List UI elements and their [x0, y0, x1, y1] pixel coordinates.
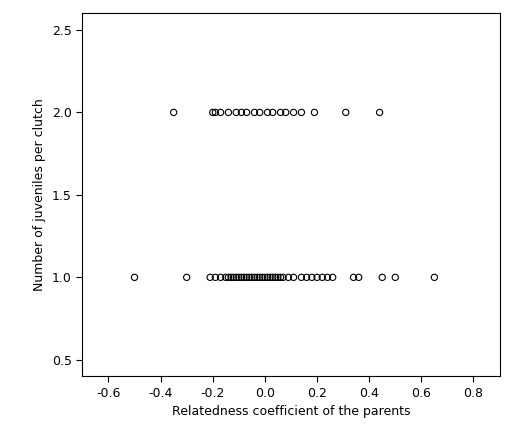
Point: [277, 109, 285, 116]
Point: [277, 274, 285, 281]
Point: [250, 109, 259, 116]
Point: [209, 109, 217, 116]
Point: [313, 274, 321, 281]
Point: [221, 274, 230, 281]
Point: [266, 274, 274, 281]
Point: [289, 109, 298, 116]
Point: [269, 274, 277, 281]
Point: [255, 109, 264, 116]
Point: [297, 274, 305, 281]
Point: [237, 274, 246, 281]
Point: [224, 274, 232, 281]
Point: [248, 274, 256, 281]
Point: [243, 109, 251, 116]
Point: [349, 274, 357, 281]
Point: [232, 274, 241, 281]
Point: [206, 274, 214, 281]
Point: [341, 109, 350, 116]
Point: [378, 274, 386, 281]
Point: [375, 109, 384, 116]
Point: [216, 274, 225, 281]
Point: [302, 274, 311, 281]
Point: [230, 274, 238, 281]
Point: [169, 109, 178, 116]
Point: [232, 109, 241, 116]
Point: [284, 274, 293, 281]
Point: [311, 109, 319, 116]
Point: [323, 274, 332, 281]
Point: [255, 274, 264, 281]
Point: [307, 274, 316, 281]
Point: [261, 274, 269, 281]
Point: [235, 274, 243, 281]
Point: [355, 274, 363, 281]
Point: [391, 274, 400, 281]
Point: [430, 274, 438, 281]
Point: [240, 274, 248, 281]
Point: [130, 274, 139, 281]
Point: [282, 109, 290, 116]
Y-axis label: Number of juveniles per clutch: Number of juveniles per clutch: [33, 99, 46, 291]
Point: [297, 109, 305, 116]
X-axis label: Relatedness coefficient of the parents: Relatedness coefficient of the parents: [171, 405, 410, 418]
Point: [258, 274, 266, 281]
Point: [263, 109, 271, 116]
Point: [318, 274, 327, 281]
Point: [216, 109, 225, 116]
Point: [211, 109, 219, 116]
Point: [289, 274, 298, 281]
Point: [269, 109, 277, 116]
Point: [274, 274, 282, 281]
Point: [271, 274, 280, 281]
Point: [227, 274, 235, 281]
Point: [211, 274, 219, 281]
Point: [237, 109, 246, 116]
Point: [224, 109, 232, 116]
Point: [279, 274, 287, 281]
Point: [250, 274, 259, 281]
Point: [245, 274, 253, 281]
Point: [253, 274, 261, 281]
Point: [243, 274, 251, 281]
Point: [329, 274, 337, 281]
Point: [263, 274, 271, 281]
Point: [182, 274, 191, 281]
